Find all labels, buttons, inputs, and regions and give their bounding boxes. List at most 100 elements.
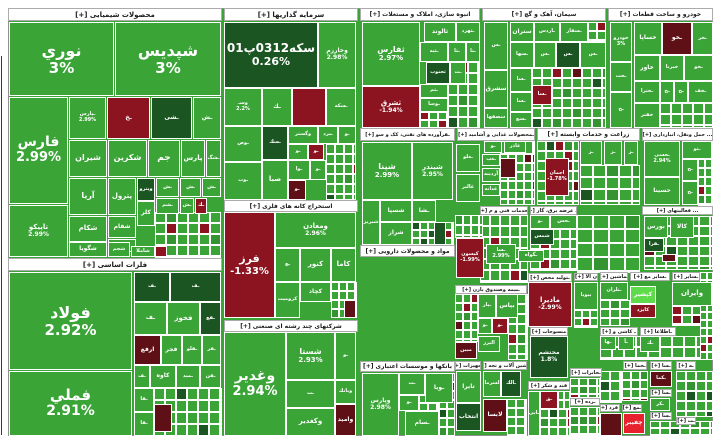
map-tile-unlabeled[interactable] xyxy=(434,222,446,245)
map-tile-small[interactable] xyxy=(640,380,648,389)
map-tile[interactable]: ـو xyxy=(335,332,356,380)
map-tile-small[interactable] xyxy=(508,199,516,205)
map-tile-small[interactable] xyxy=(471,235,479,238)
map-tile-small[interactable] xyxy=(500,181,508,190)
map-tile-small[interactable] xyxy=(471,321,478,330)
map-tile-small[interactable] xyxy=(326,144,335,154)
map-tile-small[interactable] xyxy=(600,318,610,326)
map-tile-small[interactable] xyxy=(516,399,525,408)
map-tile-small[interactable] xyxy=(593,177,606,189)
map-tile-small[interactable] xyxy=(593,229,609,243)
section-header[interactable]: مواد و محصولات دارویی [+] xyxy=(360,245,455,257)
section-header[interactable]: ـت [+] xyxy=(676,417,696,425)
map-tile-small[interactable] xyxy=(620,371,622,381)
map-tile[interactable]: لابسا xyxy=(483,399,507,432)
map-tile-small[interactable] xyxy=(572,118,582,128)
map-tile-small[interactable] xyxy=(570,434,579,436)
section-header[interactable]: ـسا [+] xyxy=(650,412,672,420)
map-tile[interactable]: ـو xyxy=(484,141,502,153)
section-header[interactable]: ـخدمات فنی و م [+] xyxy=(480,206,528,215)
map-tile[interactable]: صبا xyxy=(262,160,288,200)
map-tile-small[interactable] xyxy=(516,417,525,426)
map-tile[interactable]: وبانك xyxy=(335,380,356,404)
map-tile-small[interactable] xyxy=(600,309,610,318)
map-tile-small[interactable] xyxy=(650,428,660,435)
map-tile-small[interactable] xyxy=(490,215,500,226)
map-tile-small[interactable] xyxy=(347,291,355,300)
map-tile[interactable]: البرز xyxy=(478,336,500,352)
map-tile-small[interactable] xyxy=(660,435,670,437)
map-tile-small[interactable] xyxy=(412,230,420,238)
map-tile-small[interactable] xyxy=(428,403,437,411)
map-tile-small[interactable] xyxy=(707,272,713,280)
map-tile[interactable]: ـسكه xyxy=(326,88,356,126)
map-tile-small[interactable] xyxy=(610,318,620,326)
map-tile-small[interactable] xyxy=(705,159,712,168)
map-tile-unlabeled[interactable] xyxy=(292,88,326,126)
map-tile-small[interactable] xyxy=(698,204,705,206)
map-tile-small[interactable] xyxy=(517,354,526,360)
map-tile[interactable]: ـف xyxy=(134,272,170,302)
map-tile-small[interactable] xyxy=(463,303,471,312)
map-tile-small[interactable] xyxy=(619,201,632,205)
map-tile-small[interactable] xyxy=(438,120,447,128)
map-tile-small[interactable] xyxy=(693,114,704,125)
map-tile[interactable]: شسپا xyxy=(380,200,412,222)
map-tile-small[interactable] xyxy=(537,151,546,161)
map-tile-small[interactable] xyxy=(560,269,570,271)
map-tile-small[interactable] xyxy=(660,125,671,128)
map-tile-small[interactable] xyxy=(520,237,528,248)
map-tile-small[interactable] xyxy=(574,310,582,318)
map-tile-small[interactable] xyxy=(517,344,526,354)
map-tile-small[interactable] xyxy=(700,428,710,435)
map-tile-small[interactable] xyxy=(592,118,602,128)
map-tile-small[interactable] xyxy=(625,257,640,271)
map-tile-small[interactable] xyxy=(347,282,355,291)
map-tile-small[interactable] xyxy=(696,381,706,391)
map-tile-small[interactable] xyxy=(455,225,463,235)
map-tile-small[interactable] xyxy=(552,118,562,128)
map-tile-small[interactable] xyxy=(592,108,602,118)
map-tile-small[interactable] xyxy=(693,103,704,114)
map-tile-small[interactable] xyxy=(198,400,209,412)
map-tile-small[interactable] xyxy=(550,249,560,259)
map-tile-small[interactable] xyxy=(620,391,622,401)
map-tile-small[interactable] xyxy=(579,425,588,434)
map-tile[interactable]: ـغب xyxy=(482,154,500,166)
map-tile-small[interactable] xyxy=(177,234,188,245)
map-tile-small[interactable] xyxy=(516,435,525,437)
map-tile-small[interactable] xyxy=(520,226,528,237)
map-tile-small[interactable] xyxy=(166,256,177,258)
map-tile-small[interactable] xyxy=(560,249,570,259)
map-tile-small[interactable] xyxy=(660,421,670,428)
map-tile-small[interactable] xyxy=(353,154,356,164)
map-tile-small[interactable] xyxy=(706,371,713,381)
map-tile-small[interactable] xyxy=(660,347,672,358)
map-tile-small[interactable] xyxy=(468,117,478,128)
map-tile-small[interactable] xyxy=(579,407,588,416)
map-tile-small[interactable] xyxy=(582,68,592,78)
map-tile-small[interactable] xyxy=(700,328,707,336)
map-tile-small[interactable] xyxy=(597,378,600,386)
map-tile-small[interactable] xyxy=(677,256,688,266)
map-tile-small[interactable] xyxy=(520,215,528,226)
map-tile-small[interactable] xyxy=(700,272,707,280)
map-tile-small[interactable] xyxy=(552,98,562,108)
map-tile-small[interactable] xyxy=(558,391,564,400)
section-header[interactable]: محصولات شیمیایی [+] xyxy=(8,8,222,21)
map-tile[interactable]: ـش xyxy=(193,97,221,139)
section-header[interactable]: ـه [+] xyxy=(676,361,696,370)
map-tile-small[interactable] xyxy=(549,427,558,436)
map-tile-small[interactable] xyxy=(597,386,600,394)
map-tile-small[interactable] xyxy=(210,245,221,256)
map-tile-unlabeled[interactable] xyxy=(600,413,622,436)
map-tile[interactable]: آریا xyxy=(69,178,107,215)
map-tile[interactable]: شستا 2.93% xyxy=(286,332,335,380)
map-tile-small[interactable] xyxy=(447,112,449,120)
map-tile-small[interactable] xyxy=(188,234,199,245)
map-tile-small[interactable] xyxy=(706,401,713,411)
map-tile[interactable]: وگستر xyxy=(288,126,318,144)
map-tile-small[interactable] xyxy=(537,201,546,205)
map-tile-small[interactable] xyxy=(610,309,620,318)
map-tile-small[interactable] xyxy=(682,114,693,125)
